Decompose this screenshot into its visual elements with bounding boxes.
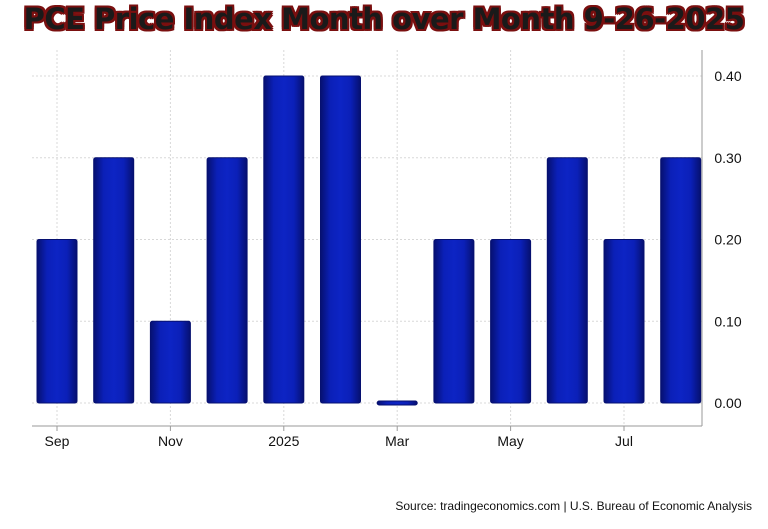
x-tick-label: 2025	[268, 433, 299, 449]
y-tick-label: 0.30	[714, 150, 741, 166]
bar-nov-2024	[149, 320, 191, 404]
x-tick-label: May	[497, 433, 523, 449]
x-tick-label: Jul	[615, 433, 633, 449]
bar-sep-2024	[36, 239, 78, 404]
bars	[36, 75, 702, 406]
y-tick-label: 0.10	[714, 313, 741, 329]
bar-apr-2025	[433, 239, 475, 404]
bar-jan-2025	[263, 75, 305, 404]
x-tick-label: Mar	[385, 433, 409, 449]
bar-dec-2024	[206, 157, 248, 404]
x-tick-label: Nov	[158, 433, 183, 449]
bar-oct-2024	[93, 157, 135, 404]
y-tick-label: 0.00	[714, 395, 741, 411]
x-tick-label: Sep	[45, 433, 70, 449]
axes: 0.00 0.10 0.20 0.30 0.40 Sep Nov 2025 Mar May Jul	[32, 50, 742, 449]
bar-feb-2025	[320, 75, 361, 404]
bar-jun-2025	[546, 157, 588, 404]
y-tick-label: 0.40	[714, 68, 741, 84]
y-tick-label: 0.20	[714, 232, 741, 248]
bar-aug-2025	[660, 157, 702, 404]
source-note: Source: tradingeconomics.com | U.S. Bure…	[395, 499, 752, 513]
bar-mar-2025	[376, 400, 418, 406]
bar-jul-2025	[603, 239, 645, 404]
chart-title: PCE Price Index Month over Month 9-26-20…	[23, 2, 745, 36]
bar-may-2025	[490, 239, 532, 404]
